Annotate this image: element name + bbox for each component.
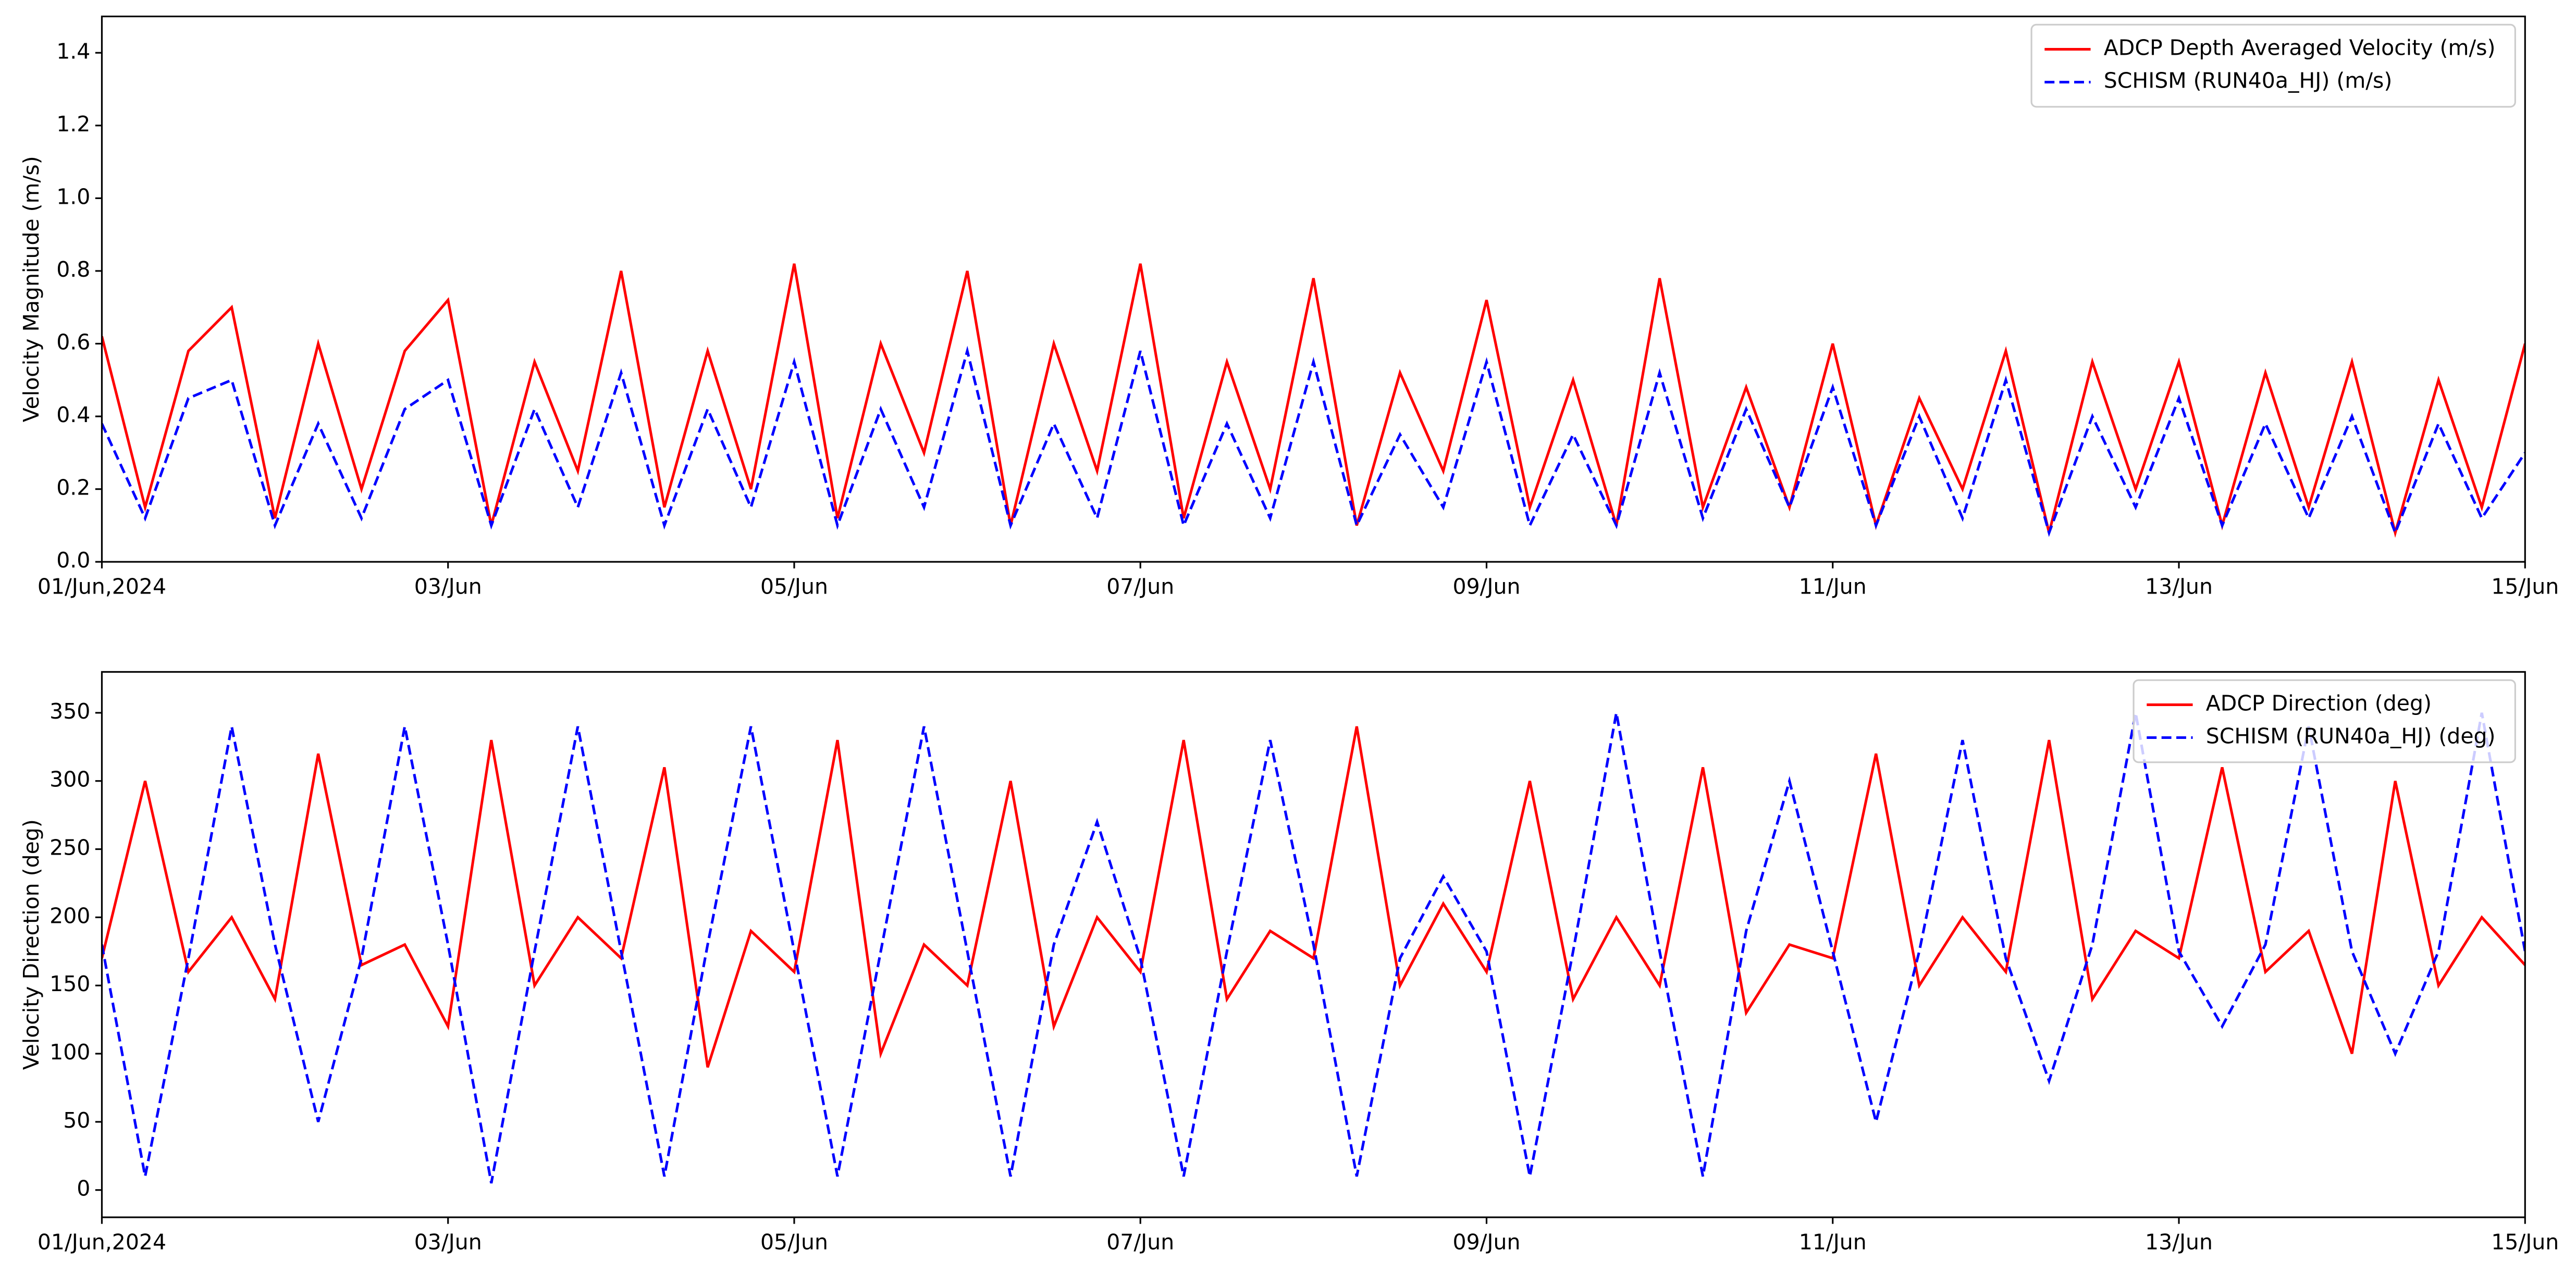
x-tick-label: 01/Jun,2024	[38, 574, 166, 599]
x-tick-label: 09/Jun	[1453, 574, 1521, 599]
y-axis-label: Velocity Direction (deg)	[19, 819, 44, 1070]
legend-label: ADCP Depth Averaged Velocity (m/s)	[2104, 35, 2496, 60]
legend-label: SCHISM (RUN40a_HJ) (deg)	[2206, 723, 2496, 748]
y-tick-label: 300	[50, 767, 90, 792]
legend-box	[2133, 679, 2516, 763]
y-tick-label: 1.4	[56, 39, 90, 64]
axes-frame	[101, 671, 2526, 1218]
x-tick-label: 15/Jun	[2491, 574, 2559, 599]
y-tick-label: 0.2	[56, 475, 90, 500]
x-tick-label: 03/Jun	[414, 1229, 482, 1254]
legend-label: ADCP Direction (deg)	[2206, 690, 2432, 715]
x-tick-label: 01/Jun,2024	[38, 1229, 166, 1254]
legend: ADCP Depth Averaged Velocity (m/s) SCHISM…	[2030, 23, 2516, 108]
x-tick-label: 11/Jun	[1799, 574, 1867, 599]
y-tick-label: 350	[50, 699, 90, 724]
plot: 0 50 100 150 200 250 300 350 01/Jun,2024 03/Jun 05…	[19, 671, 2559, 1254]
y-tick-label: 200	[50, 903, 90, 928]
y-tick-label: 100	[50, 1040, 90, 1065]
legend: ADCP Direction (deg) SCHISM (RUN40a_HJ) (…	[2133, 679, 2516, 763]
series-line	[102, 712, 2525, 1184]
y-tick-label: 0.0	[56, 548, 90, 573]
legend-label: SCHISM (RUN40a_HJ) (m/s)	[2104, 68, 2393, 93]
x-tick-label: 05/Jun	[760, 1229, 828, 1254]
x-tick-label: 11/Jun	[1799, 1229, 1867, 1254]
x-tick-label: 05/Jun	[760, 574, 828, 599]
x-tick-label: 07/Jun	[1106, 574, 1174, 599]
series-line	[102, 345, 2525, 537]
x-tick-label: 15/Jun	[2491, 1229, 2559, 1254]
y-tick-label: 150	[50, 971, 90, 996]
y-tick-label: 250	[50, 835, 90, 860]
y-tick-label: 0.8	[56, 257, 90, 282]
x-tick-label: 13/Jun	[2145, 574, 2213, 599]
x-tick-label: 07/Jun	[1106, 1229, 1174, 1254]
x-tick-label: 03/Jun	[414, 574, 482, 599]
legend-box	[2030, 23, 2516, 108]
series-line	[102, 726, 2525, 1068]
y-tick-label: 0.4	[56, 402, 90, 427]
y-tick-label: 1.2	[56, 112, 90, 137]
y-tick-label: 0.6	[56, 330, 90, 355]
y-axis-label: Velocity Magnitude (m/s)	[19, 156, 44, 422]
plot: 0.0 0.2 0.4 0.6 0.8 1.0 1.2 1.4 01/Jun,2024 03/Ju…	[19, 15, 2559, 599]
x-tick-label: 09/Jun	[1453, 1229, 1521, 1254]
x-tick-label: 13/Jun	[2145, 1229, 2213, 1254]
y-tick-label: 0	[77, 1176, 90, 1201]
axes-frame	[101, 15, 2526, 563]
y-tick-label: 1.0	[56, 184, 90, 209]
y-tick-label: 50	[63, 1108, 90, 1133]
series-line	[102, 263, 2525, 538]
